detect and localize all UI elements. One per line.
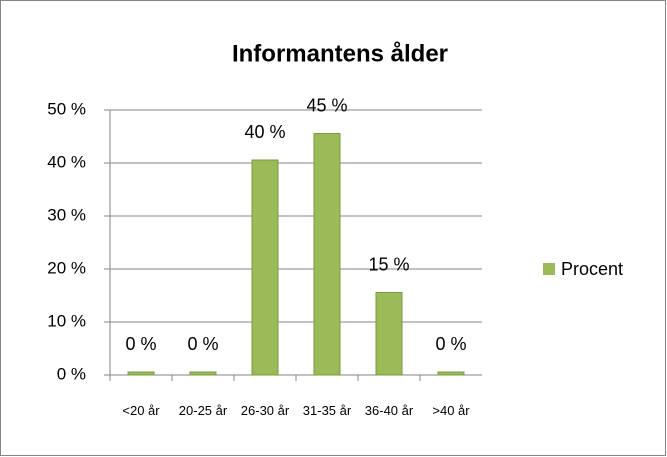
data-label: 40 % (244, 122, 285, 142)
data-label: 0 % (125, 334, 156, 354)
y-tick-label: 20 % (47, 258, 86, 277)
x-tick-label: >40 år (432, 403, 470, 418)
bar (127, 371, 155, 376)
y-tick-label: 50 % (47, 99, 86, 118)
y-tick-label: 0 % (57, 364, 86, 383)
bar (375, 292, 403, 376)
x-tick-label: 26-30 år (240, 403, 290, 418)
bar (313, 133, 341, 376)
x-tick-label: 31-35 år (302, 403, 352, 418)
y-tick-label: 10 % (47, 311, 86, 330)
x-tick-label: 36-40 år (364, 403, 414, 418)
bar (189, 371, 217, 376)
x-tick-label: 20-25 år (178, 403, 228, 418)
data-label: 0 % (435, 334, 466, 354)
y-tick-label: 30 % (47, 205, 86, 224)
chart-title: Informantens ålder (232, 40, 448, 67)
bar (437, 371, 465, 376)
data-label: 45 % (306, 95, 347, 115)
data-label: 0 % (187, 334, 218, 354)
bar (251, 159, 279, 376)
legend-label: Procent (561, 259, 623, 279)
x-tick-label: <20 år (122, 403, 160, 418)
data-label: 15 % (368, 254, 409, 274)
legend-swatch (543, 263, 555, 275)
y-tick-label: 40 % (47, 152, 86, 171)
